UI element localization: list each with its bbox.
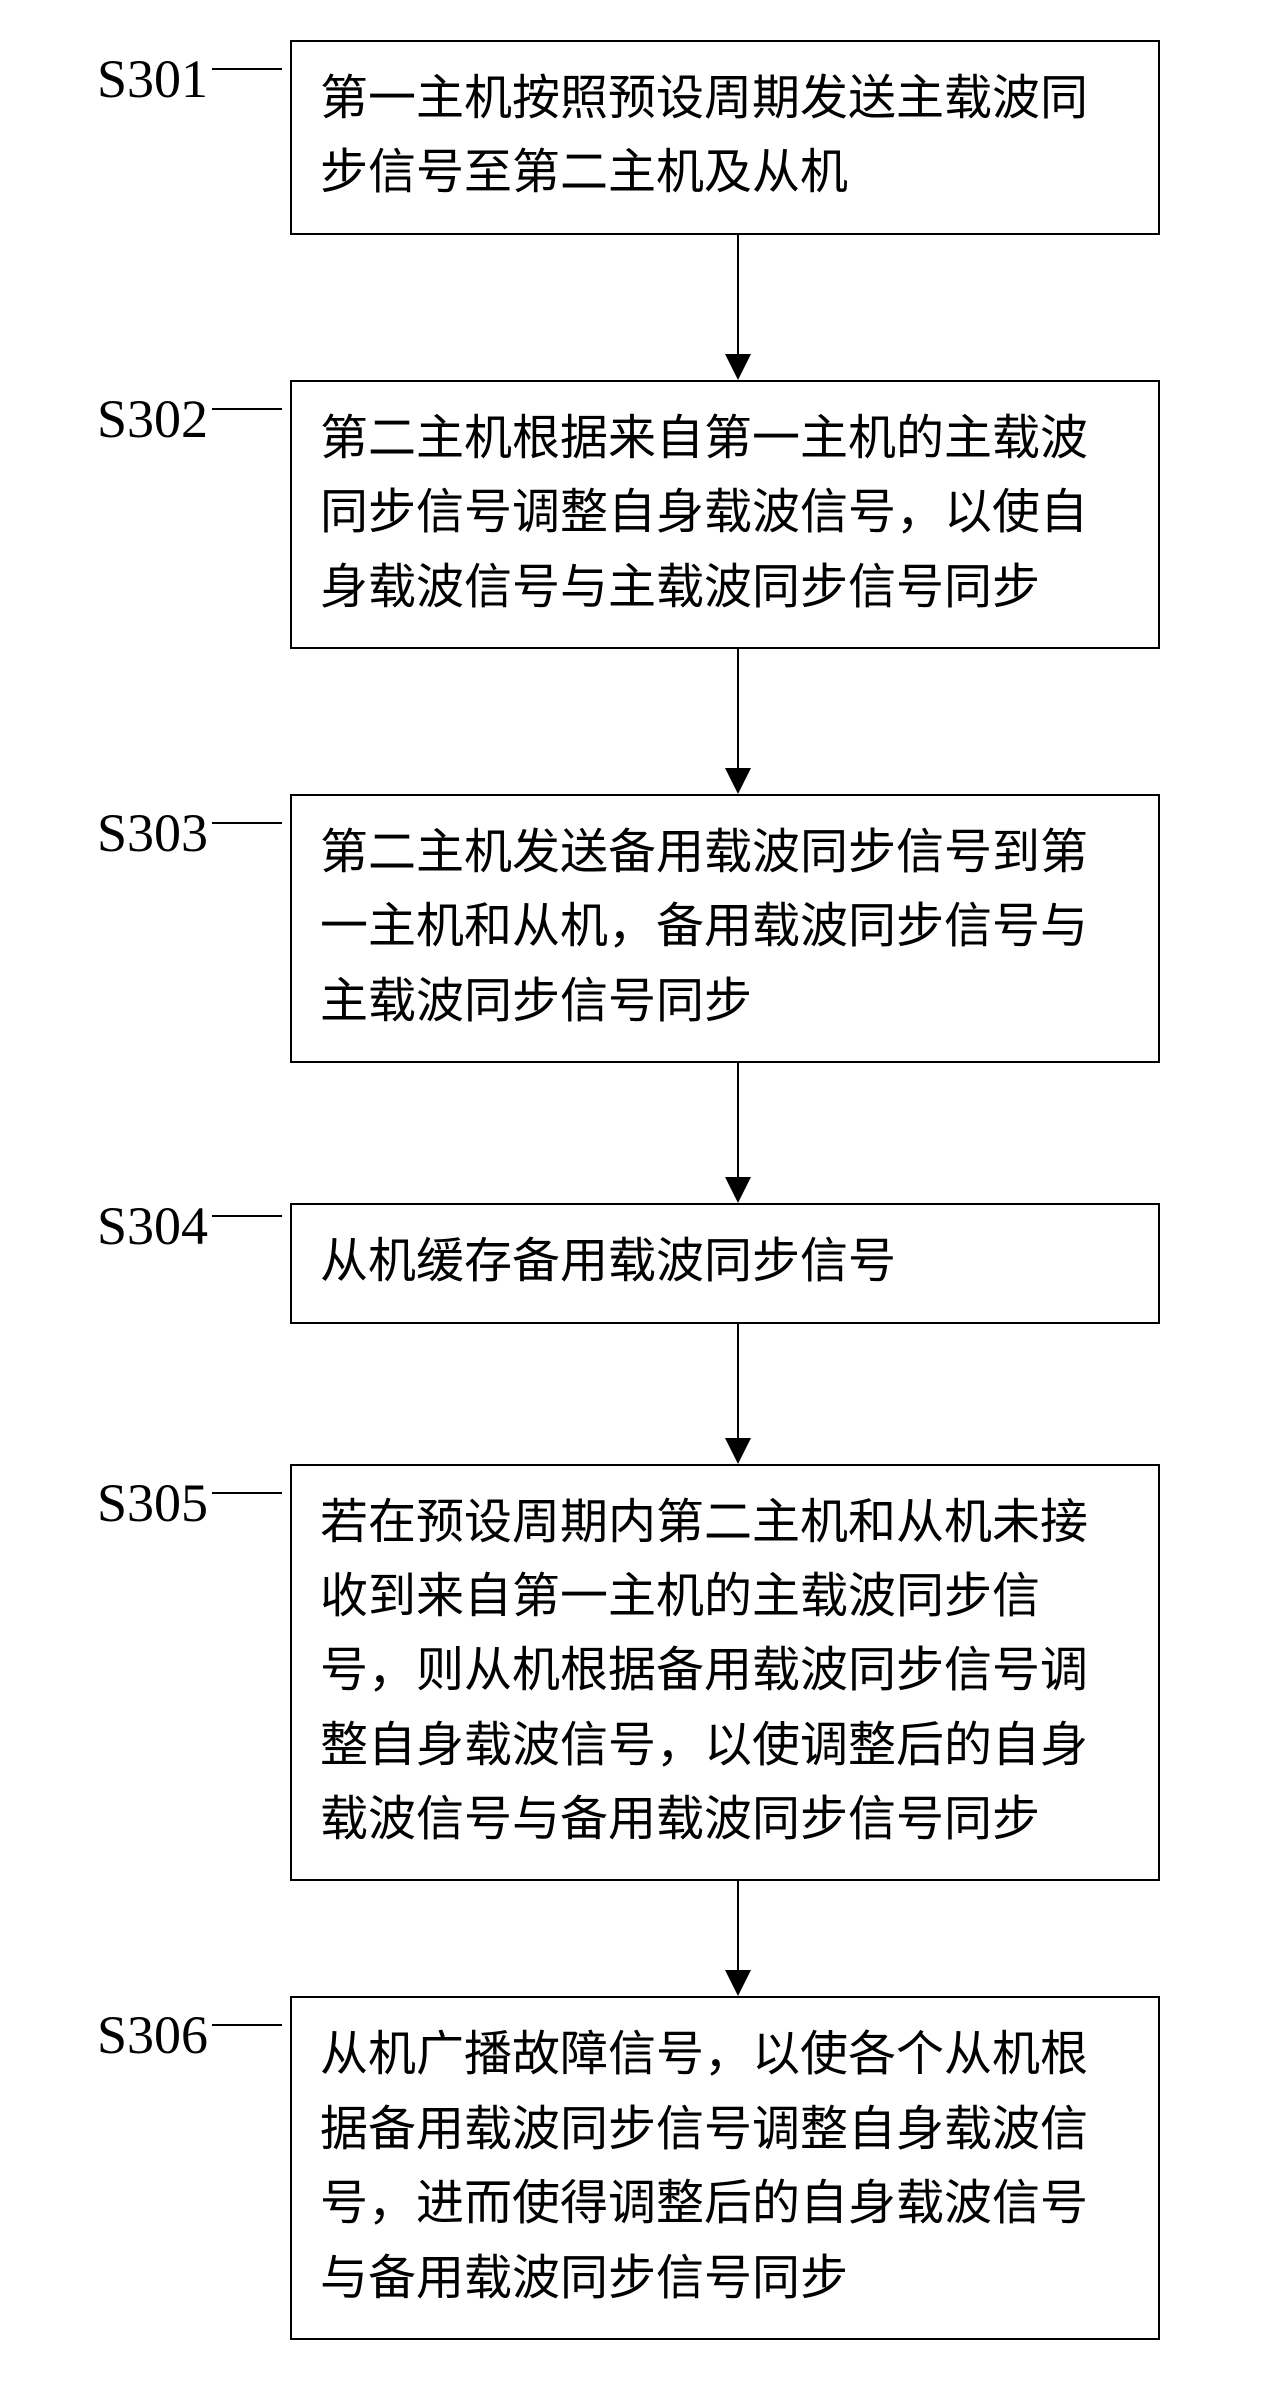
flowchart: S301 第一主机按照预设周期发送主载波同步信号至第二主机及从机 S302 第二… [0,40,1270,2340]
arrow-col [725,1881,751,1996]
arrow-head-icon [725,1177,751,1203]
step-box: 若在预设周期内第二主机和从机未接收到来自第一主机的主载波同步信号，则从机根据备用… [290,1464,1160,1882]
step-box: 第二主机发送备用载波同步信号到第一主机和从机，备用载波同步信号与主载波同步信号同… [290,794,1160,1063]
arrow-head-icon [725,354,751,380]
step-label: S306 [97,2006,208,2065]
arrow-shaft [737,1063,740,1178]
arrow [0,649,1270,794]
arrow-col [725,649,751,794]
step-label: S305 [97,1474,208,1533]
flow-step: S306 从机广播故障信号，以使各个从机根据备用载波同步信号调整自身载波信号，进… [0,1996,1270,2340]
step-label: S302 [97,390,208,449]
step-box: 第二主机根据来自第一主机的主载波同步信号调整自身载波信号，以使自身载波信号与主载… [290,380,1160,649]
label-col: S302 [0,380,290,449]
label-connector [212,408,282,434]
step-box: 从机缓存备用载波同步信号 [290,1203,1160,1323]
label-connector [212,1215,282,1241]
arrow-shaft [737,1324,740,1439]
flow-step: S301 第一主机按照预设周期发送主载波同步信号至第二主机及从机 [0,40,1270,235]
label-connector [212,68,282,94]
arrow-head-icon [725,1438,751,1464]
label-connector [212,1492,282,1518]
arrow-head-icon [725,1970,751,1996]
arrow-head-icon [725,768,751,794]
arrow [0,235,1270,380]
label-col: S304 [0,1203,290,1256]
arrow [0,1324,1270,1464]
label-col: S305 [0,1464,290,1533]
step-box: 从机广播故障信号，以使各个从机根据备用载波同步信号调整自身载波信号，进而使得调整… [290,1996,1160,2340]
label-col: S306 [0,1996,290,2065]
step-box: 第一主机按照预设周期发送主载波同步信号至第二主机及从机 [290,40,1160,235]
arrow-shaft [737,649,740,769]
arrow-shaft [737,235,740,355]
arrow [0,1881,1270,1996]
step-label: S304 [97,1197,208,1256]
arrow-col [725,1063,751,1203]
flow-step: S305 若在预设周期内第二主机和从机未接收到来自第一主机的主载波同步信号，则从… [0,1464,1270,1882]
arrow [0,1063,1270,1203]
flow-step: S304 从机缓存备用载波同步信号 [0,1203,1270,1323]
arrow-shaft [737,1881,740,1971]
arrow-col [725,1324,751,1464]
label-connector [212,2024,282,2050]
label-connector [212,822,282,848]
step-label: S303 [97,804,208,863]
flow-step: S303 第二主机发送备用载波同步信号到第一主机和从机，备用载波同步信号与主载波… [0,794,1270,1063]
label-col: S301 [0,40,290,109]
step-label: S301 [97,50,208,109]
arrow-col [725,235,751,380]
label-col: S303 [0,794,290,863]
flow-step: S302 第二主机根据来自第一主机的主载波同步信号调整自身载波信号，以使自身载波… [0,380,1270,649]
